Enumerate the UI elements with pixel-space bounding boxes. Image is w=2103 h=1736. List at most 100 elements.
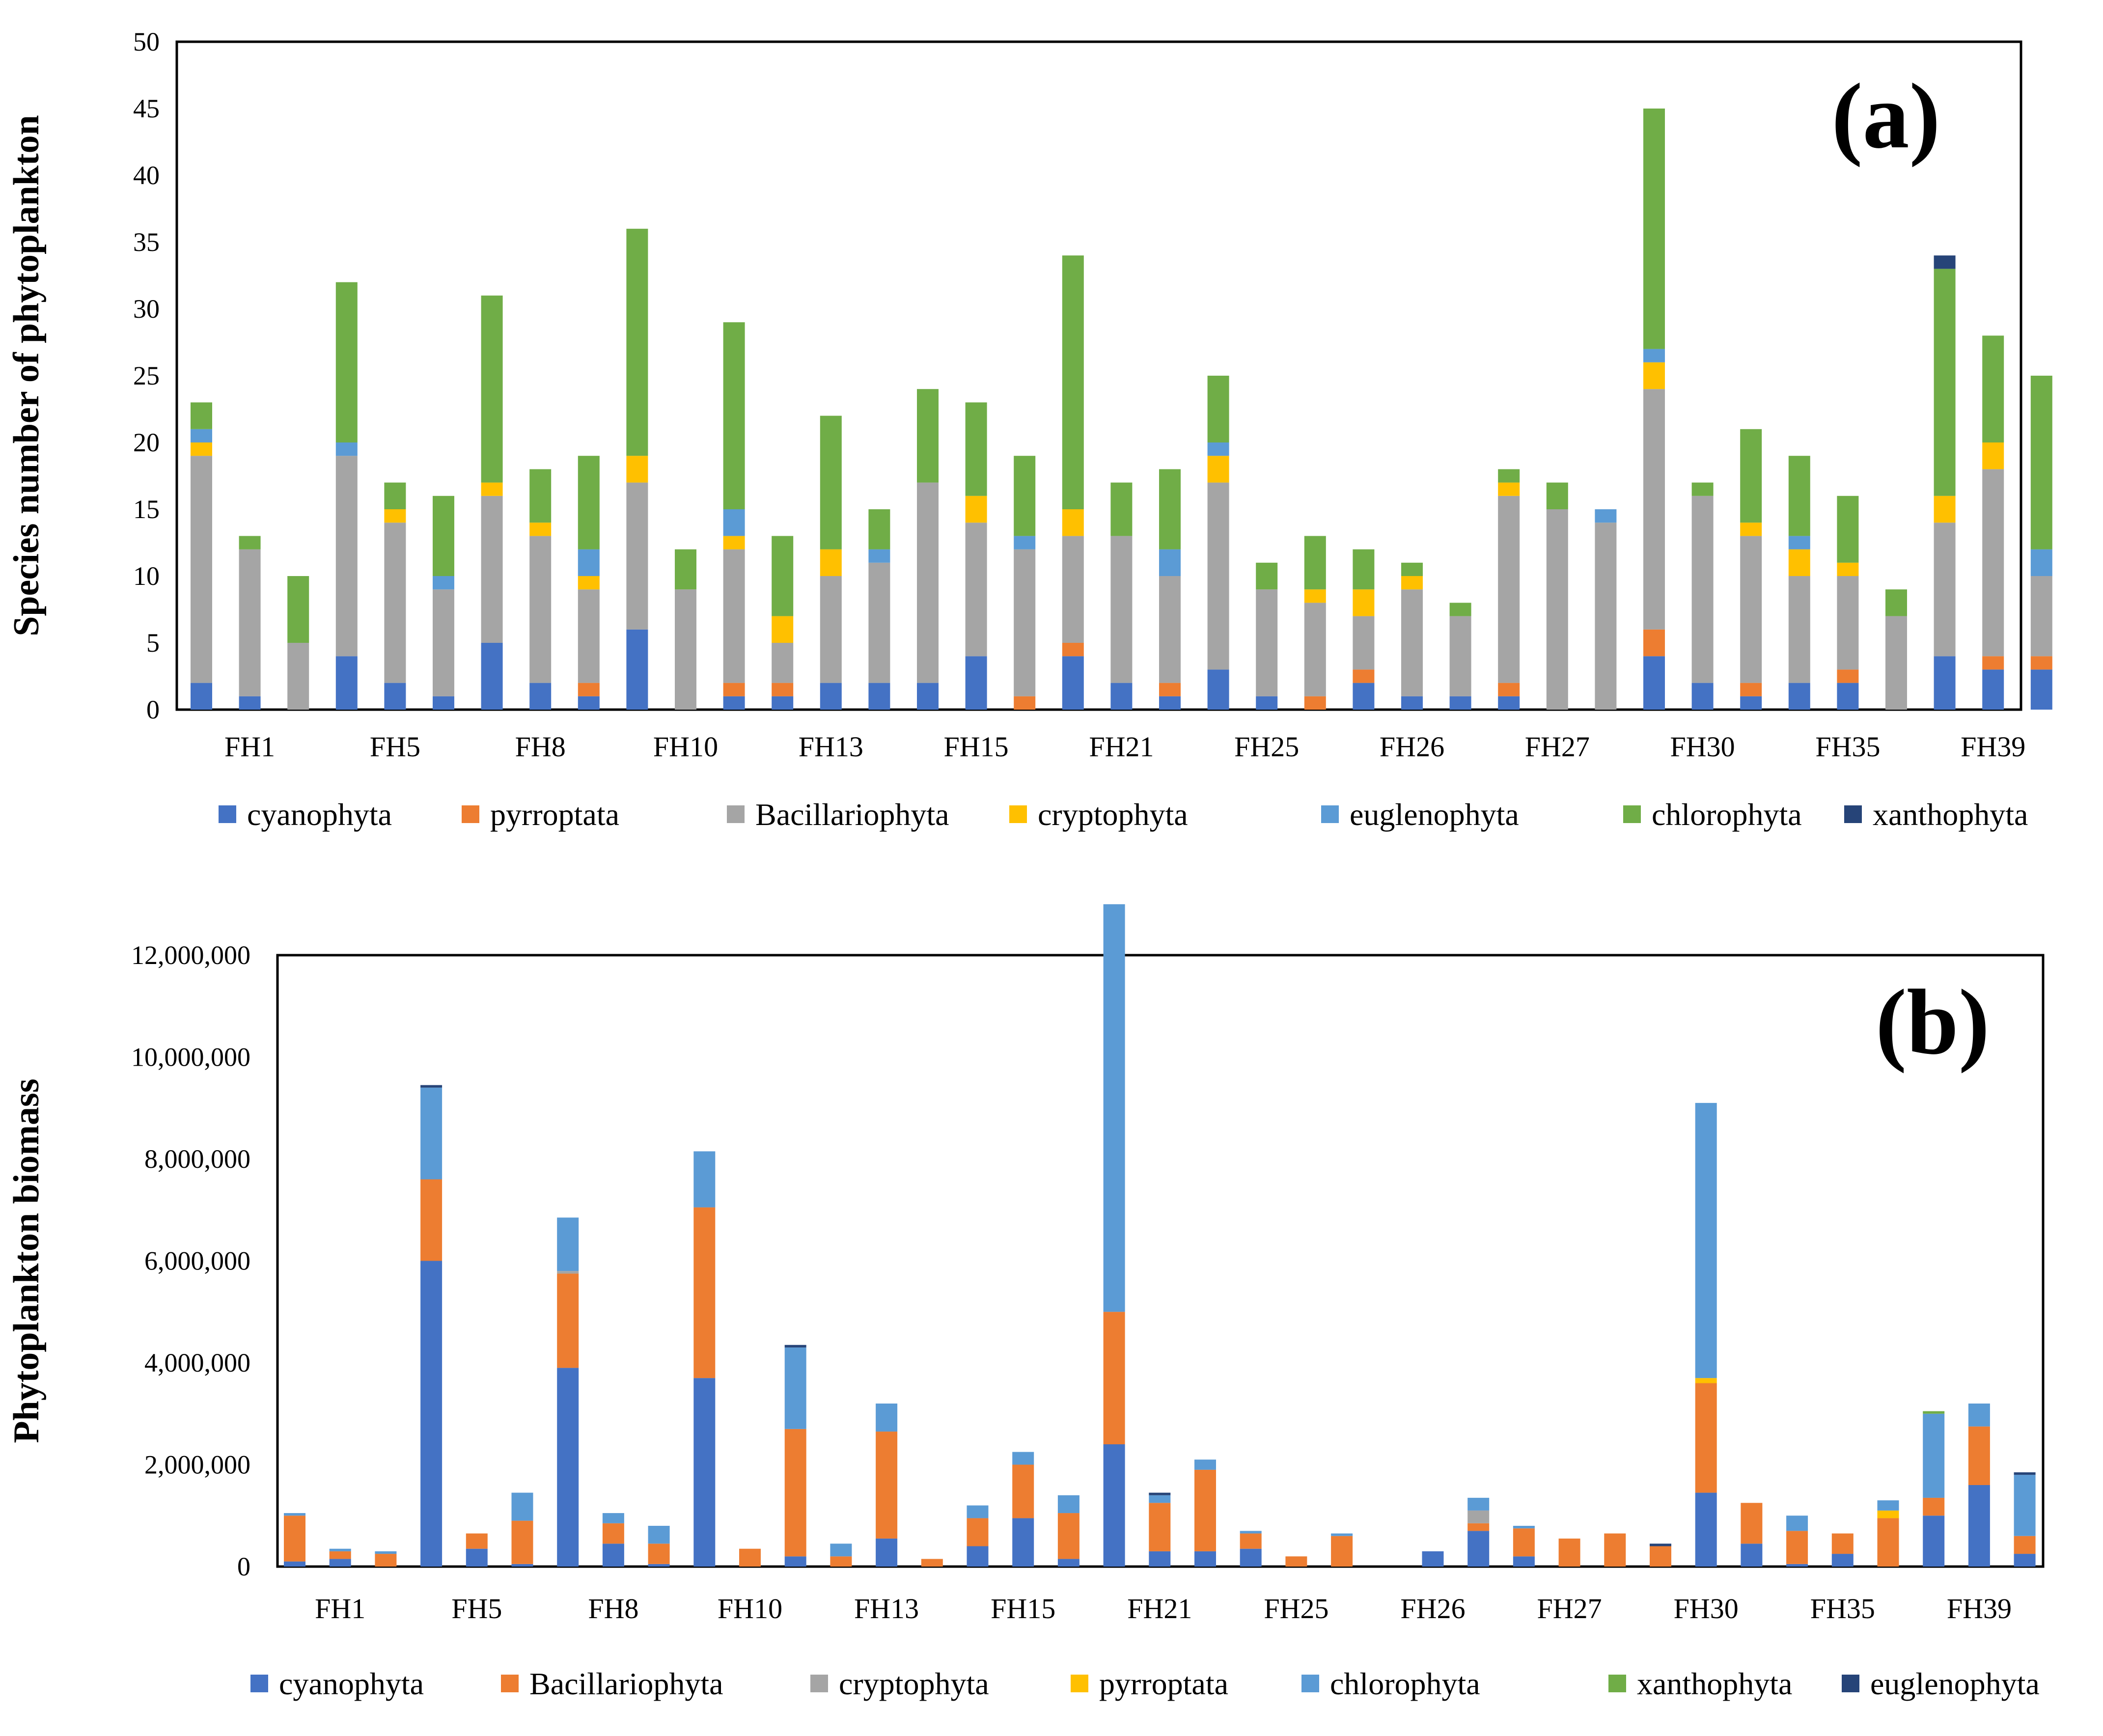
bar-segment-cryptophyta	[1643, 362, 1665, 389]
bar-segment-chlorophyta	[287, 576, 309, 643]
bar-segment-bacillariophyta	[1513, 1528, 1535, 1557]
y-tick-label: 0	[146, 695, 160, 724]
bar-segment-cyanophyta	[329, 1559, 351, 1567]
legend-label: xanthophyta	[1873, 797, 2028, 832]
bar-segment-bacillariophyta	[820, 576, 842, 683]
legend-swatch-xanthophyta	[1608, 1675, 1626, 1692]
legend-label: euglenophyta	[1350, 797, 1519, 832]
legend-swatch-cryptophyta	[1009, 805, 1027, 823]
bar-segment-chlorophyta	[1467, 1497, 1490, 1511]
bar-segment-cyanophyta	[466, 1548, 488, 1567]
bar-segment-cyanophyta	[1110, 683, 1133, 710]
bar-segment-cyanophyta	[433, 696, 454, 710]
bar-segment-bacillariophyta	[2030, 576, 2052, 657]
legend-swatch-cryptophyta	[810, 1675, 828, 1692]
x-category-label: FH15	[991, 1593, 1055, 1625]
bar-segment-chlorophyta	[675, 549, 696, 590]
bar-segment-chlorophyta	[375, 1551, 397, 1554]
bar-segment-cyanophyta	[868, 683, 890, 710]
bar-segment-cyanophyta	[2030, 669, 2052, 710]
legend-swatch-cyanophyta	[250, 1675, 268, 1692]
bar-segment-bacillariophyta	[739, 1548, 761, 1567]
bar-segment-bacillariophyta	[1885, 616, 1907, 710]
bar-segment-bacillariophyta	[529, 536, 552, 683]
bar-segment-euglenophyta	[1014, 536, 1036, 550]
legend-label: euglenophyta	[1870, 1666, 2040, 1701]
bar-segment-cyanophyta	[626, 629, 648, 710]
bar-segment-bacillariophyta	[1057, 1513, 1079, 1559]
bar-segment-chlorophyta	[1968, 1404, 1990, 1427]
bar-segment-chlorophyta	[1240, 1531, 1262, 1534]
bar-segment-xanthophyta	[1934, 255, 1956, 269]
bar-segment-cyanophyta	[1256, 696, 1278, 710]
bar-segment-chlorophyta	[693, 1151, 716, 1208]
bar-segment-cyanophyta	[284, 1561, 305, 1567]
bar-segment-bacillariophyta	[1786, 1531, 1808, 1564]
bar-segment-cyanophyta	[1968, 1485, 1990, 1567]
bar-segment-bacillariophyta	[1449, 616, 1471, 696]
bar-segment-bacillariophyta	[1740, 536, 1762, 683]
bar-segment-euglenophyta	[191, 429, 212, 442]
bar-segment-chlorophyta	[420, 1087, 443, 1180]
bar-segment-cyanophyta	[1643, 656, 1665, 710]
bar-segment-chlorophyta	[820, 415, 842, 550]
bar-segment-cyanophyta	[1057, 1559, 1079, 1567]
bar-segment-bacillariophyta	[1558, 1538, 1580, 1567]
bar-segment-cyanophyta	[1831, 1554, 1854, 1567]
legend-label: cryptophyta	[1038, 797, 1188, 832]
bar-segment-bacillariophyta	[1982, 469, 2004, 657]
bar-segment-bacillariophyta	[1934, 523, 1956, 657]
bar-segment-bacillariophyta	[1650, 1546, 1671, 1567]
bar-segment-chlorophyta	[529, 469, 552, 523]
bar-segment-euglenophyta	[1595, 509, 1617, 523]
bar-segment-bacillariophyta	[1968, 1426, 1990, 1485]
bar-segment-cyanophyta	[1240, 1548, 1262, 1567]
bar-segment-bacillariophyta	[578, 589, 600, 683]
legend-swatch-xanthophyta	[1844, 805, 1862, 823]
bar-segment-bacillariophyta	[1788, 576, 1810, 683]
bar-segment-pyrroptata	[1877, 1510, 1899, 1518]
bar-segment-chlorophyta	[1014, 456, 1036, 536]
bar-segment-cyanophyta	[1103, 1444, 1125, 1567]
bar-segment-cyanophyta	[578, 696, 600, 710]
bar-segment-cyanophyta	[335, 656, 358, 710]
bar-segment-bacillariophyta	[1159, 576, 1181, 683]
bar-segment-bacillariophyta	[1877, 1518, 1899, 1567]
bar-segment-bacillariophyta	[329, 1551, 351, 1559]
bar-segment-chlorophyta	[967, 1505, 989, 1518]
bar-segment-cyanophyta	[1194, 1551, 1216, 1567]
bar-segment-euglenophyta	[1788, 536, 1810, 550]
bar-segment-pyrroptata	[1014, 696, 1036, 710]
bar-segment-bacillariophyta	[481, 496, 503, 643]
bar-segment-chlorophyta	[784, 1347, 806, 1429]
bar-segment-cryptophyta	[772, 616, 794, 643]
bar-segment-bacillariophyta	[1401, 589, 1423, 696]
bar-segment-bacillariophyta	[921, 1559, 943, 1567]
y-tick-label: 12,000,000	[131, 940, 250, 970]
bar-segment-bacillariophyta	[511, 1520, 533, 1564]
bar-segment-bacillariophyta	[287, 643, 309, 710]
x-category-label: FH10	[718, 1593, 782, 1625]
bar-segment-bacillariophyta	[191, 456, 212, 683]
bar-segment-chlorophyta	[1062, 255, 1084, 509]
bar-segment-cyanophyta	[1449, 696, 1471, 710]
bar-segment-bacillariophyta	[1741, 1503, 1763, 1544]
bar-segment-pyrroptata	[1643, 629, 1665, 657]
bar-segment-euglenophyta	[1650, 1543, 1671, 1546]
bar-segment-bacillariophyta	[1240, 1533, 1262, 1549]
bar-segment-cyanophyta	[1982, 669, 2004, 710]
bar-segment-cyanophyta	[965, 656, 987, 710]
bar-segment-pyrroptata	[1695, 1378, 1717, 1383]
bar-segment-chlorophyta	[335, 282, 358, 442]
bar-segment-bacillariophyta	[967, 1518, 989, 1546]
bar-segment-chlorophyta	[917, 389, 939, 483]
bar-segment-bacillariophyta	[1546, 509, 1568, 710]
bar-segment-cryptophyta	[1304, 589, 1326, 603]
bar-segment-bacillariophyta	[1498, 496, 1520, 683]
bar-segment-chlorophyta	[1513, 1526, 1535, 1529]
bar-segment-bacillariophyta	[648, 1543, 670, 1564]
bar-segment-pyrroptata	[1740, 683, 1762, 696]
legend-swatch-euglenophyta	[1321, 805, 1339, 823]
bar-segment-chlorophyta	[1110, 482, 1133, 536]
bar-segment-cryptophyta	[820, 549, 842, 576]
